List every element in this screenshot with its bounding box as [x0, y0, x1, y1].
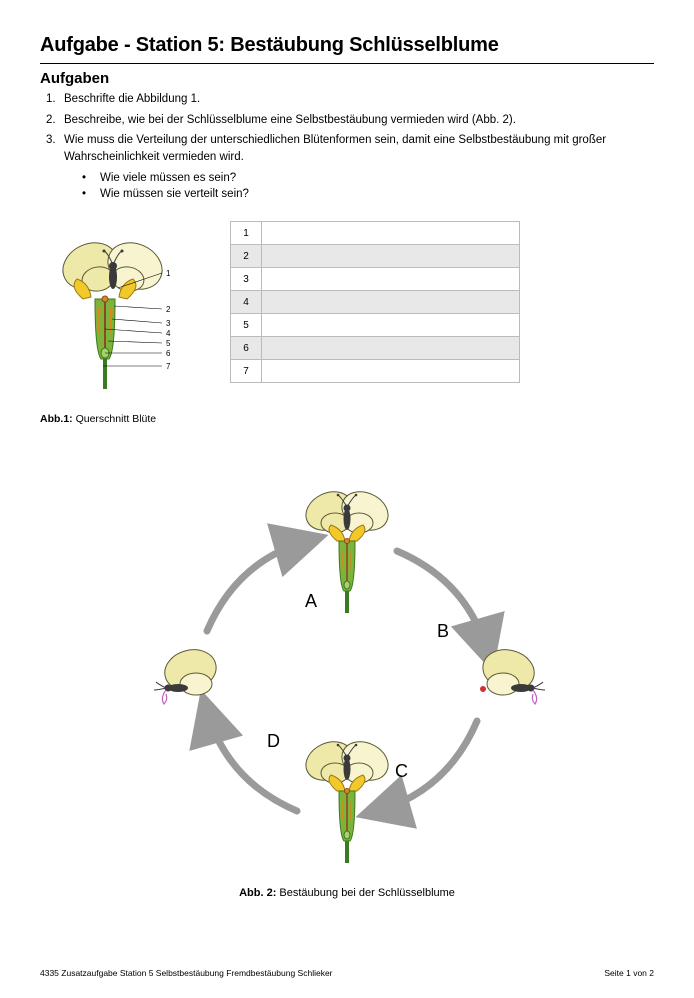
task-3: Wie muss die Verteilung der unterschiedl…: [64, 134, 606, 163]
footer-right: Seite 1 von 2: [604, 968, 654, 978]
row-5-num: 5: [231, 314, 262, 337]
row-2-num: 2: [231, 245, 262, 268]
page-title: Aufgabe - Station 5: Bestäubung Schlüsse…: [40, 34, 654, 57]
row-2-val: [262, 245, 520, 268]
footer-left: 4335 Zusatzaufgabe Station 5 Selbstbestä…: [40, 968, 333, 978]
cycle-label-d: D: [267, 731, 280, 752]
fig2-caption: Abb. 2: Bestäubung bei der Schlüsselblum…: [40, 887, 654, 899]
row-3-num: 3: [231, 268, 262, 291]
lead-5: 5: [166, 339, 171, 348]
subtask-2: Wie müssen sie verteilt sein?: [82, 186, 654, 203]
row-5-val: [262, 314, 520, 337]
cycle-label-a: A: [305, 591, 317, 612]
row-4-val: [262, 291, 520, 314]
task-2: Beschreibe, wie bei der Schlüsselblume e…: [64, 112, 516, 129]
row-7-val: [262, 360, 520, 383]
lead-1: 1: [166, 269, 171, 278]
label-table: 1 2 3 4 5 6 7: [230, 221, 520, 383]
figure-1: 1 2 3 4 5 6 7: [40, 221, 210, 411]
lead-7: 7: [166, 362, 171, 371]
row-1-num: 1: [231, 222, 262, 245]
rule: [40, 63, 654, 64]
lead-4: 4: [166, 329, 171, 338]
row-1-val: [262, 222, 520, 245]
lead-2: 2: [166, 305, 171, 314]
lead-6: 6: [166, 349, 171, 358]
row-7-num: 7: [231, 360, 262, 383]
row-6-num: 6: [231, 337, 262, 360]
fig1-caption: Abb.1: Querschnitt Blüte: [40, 413, 156, 425]
cycle-label-b: B: [437, 621, 449, 642]
row-6-val: [262, 337, 520, 360]
row-3-val: [262, 268, 520, 291]
lead-3: 3: [166, 319, 171, 328]
figure-2: A B C D: [137, 461, 557, 881]
task-1: Beschrifte die Abbildung 1.: [64, 91, 200, 108]
row-4-num: 4: [231, 291, 262, 314]
section-header: Aufgaben: [40, 70, 654, 87]
cycle-label-c: C: [395, 761, 408, 782]
subtask-1: Wie viele müssen es sein?: [82, 170, 654, 187]
task-list: 1.Beschrifte die Abbildung 1. 2.Beschrei…: [46, 91, 654, 203]
